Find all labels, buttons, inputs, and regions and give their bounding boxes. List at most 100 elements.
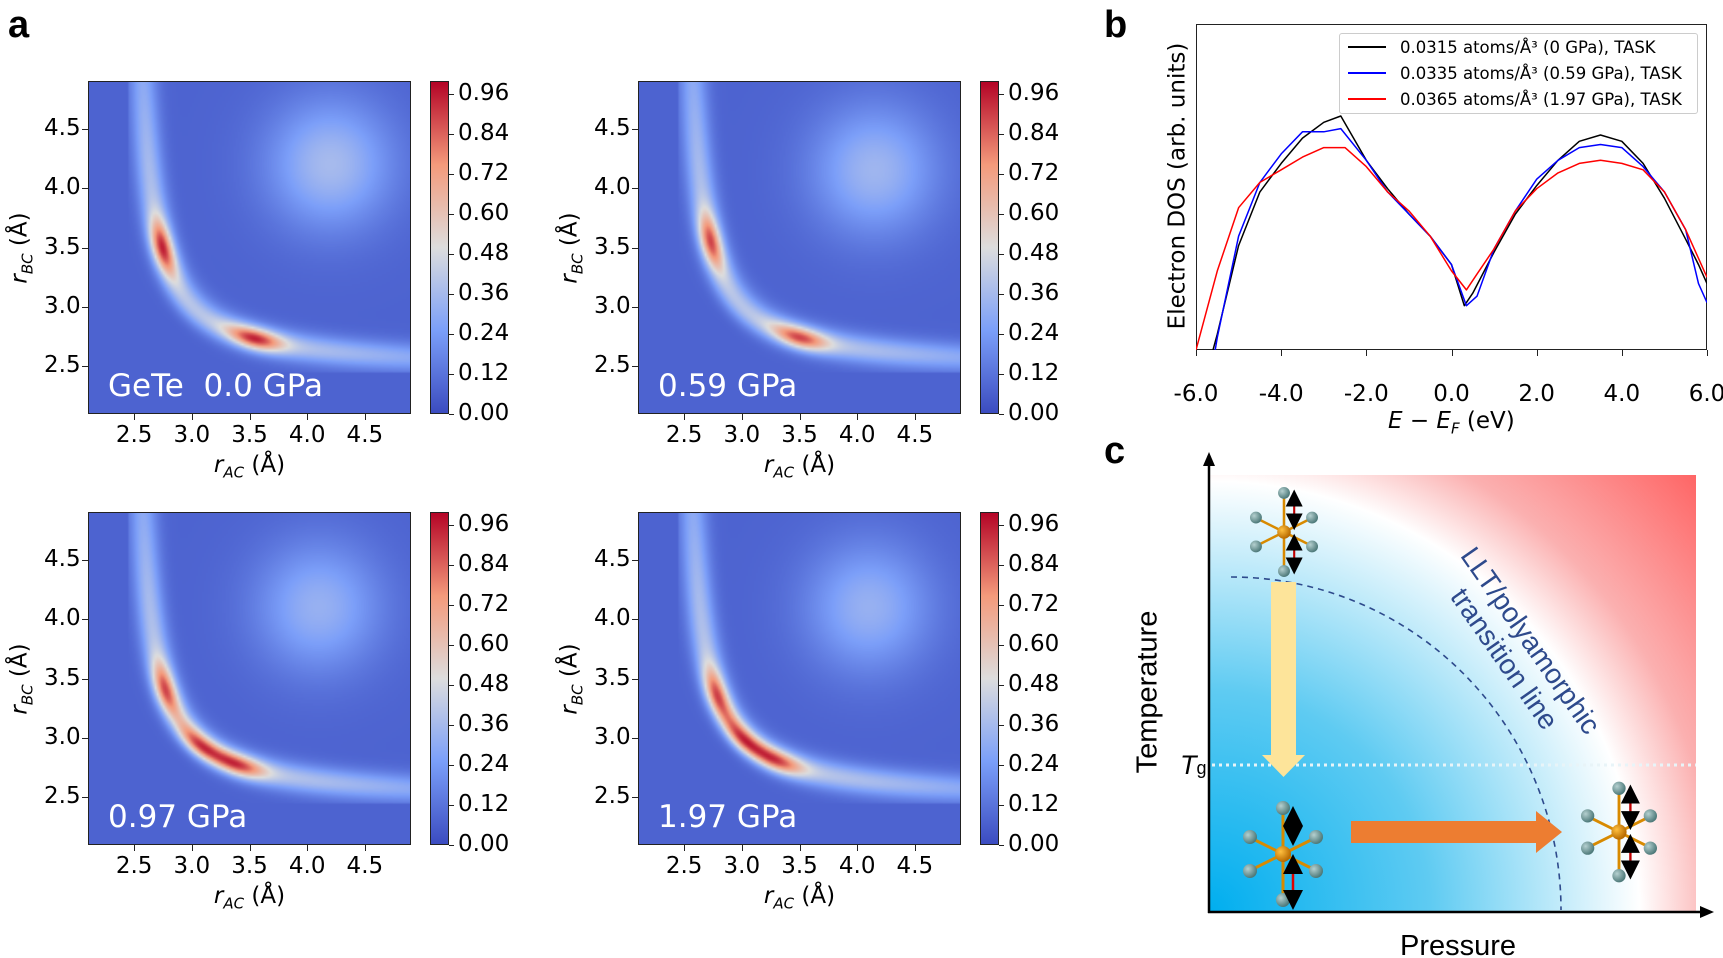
x-tick-label: 2.5 [115, 853, 153, 879]
legend-swatch [1348, 72, 1386, 74]
colorbar-tick-label: 0.96 [1008, 80, 1060, 107]
x-tick-mark [914, 414, 916, 420]
dos-series-line [1196, 146, 1707, 350]
colorbar-tick-label: 0.24 [1008, 320, 1060, 347]
y-tick-label: 4.5 [594, 114, 631, 141]
x-axis-label-unit: (Å) [244, 452, 286, 478]
tg-label-var: T [1180, 750, 1197, 780]
x-tick-label: 3.0 [173, 422, 211, 448]
x-axis-label: E − EF (eV) [1388, 410, 1515, 437]
colorbar-tick-mark [999, 174, 1004, 176]
x-tick-mark [741, 845, 743, 851]
y-tick-label: 4.5 [594, 545, 631, 572]
x-tick-mark [249, 414, 251, 420]
x-tick-label: 4.5 [346, 422, 384, 448]
colorbar-tick-label: 0.12 [1008, 791, 1060, 818]
cooling-arrow [1262, 582, 1305, 777]
x-tick-label: 2.5 [665, 853, 703, 879]
x-tick-mark [684, 845, 686, 851]
x-tick-mark [1707, 350, 1708, 356]
x-axis-label-var: r [763, 883, 774, 909]
x-tick-mark [799, 845, 801, 851]
y-tick-mark [82, 797, 88, 799]
x-tick-mark [307, 414, 309, 420]
panel-label-c: c [1104, 430, 1126, 472]
x-tick-mark [364, 845, 366, 851]
y-tick-label: 2.5 [44, 783, 81, 810]
colorbar-tick-label: 0.60 [458, 631, 510, 658]
y-tick-label: 3.0 [44, 292, 81, 319]
x-tick-mark [191, 414, 193, 420]
x-tick-label: 4.5 [896, 422, 934, 448]
colorbar-tick-label: 0.12 [458, 791, 510, 818]
dos-series-line [1214, 127, 1707, 350]
y-tick-mark [632, 619, 638, 621]
colorbar-tick-mark [999, 565, 1004, 567]
colorbar-tick-mark [449, 845, 454, 846]
y-tick-label: 4.0 [44, 605, 81, 632]
x-tick-mark [1536, 350, 1538, 356]
x-tick-mark [364, 414, 366, 420]
x-tick-mark [1451, 350, 1453, 356]
x-axis-label-sub: AC [773, 894, 795, 913]
colorbar-tick-mark [449, 174, 454, 176]
colorbar-tick-label: 0.24 [1008, 751, 1060, 778]
y-tick-label: 3.5 [594, 664, 631, 691]
molecule-glass-icon [1241, 799, 1325, 910]
x-tick-mark [1621, 350, 1623, 356]
y-tick-mark [632, 678, 638, 680]
x-tick-mark [191, 845, 193, 851]
heatmap-image [638, 81, 961, 414]
colorbar-tick-label: 0.00 [1008, 831, 1060, 857]
x-axis-label: rAC (Å) [764, 885, 835, 912]
x-axis-label-unit: (eV) [1459, 408, 1515, 434]
x-tick-mark [1281, 350, 1283, 356]
y-tick-label: 4.5 [44, 114, 81, 141]
colorbar-tick-mark [999, 414, 1004, 415]
x-tick-label: 3.5 [781, 422, 818, 448]
y-tick-mark [632, 797, 638, 799]
dos-series-line [1212, 115, 1707, 350]
x-tick-label: 3.0 [723, 853, 761, 879]
y-tick-mark [632, 366, 638, 368]
x-tick-label: 4.0 [838, 853, 876, 879]
colorbar-tick-mark [449, 294, 454, 296]
y-tick-label: 3.5 [44, 664, 81, 691]
x-tick-mark [134, 845, 136, 851]
x-tick-label: -4.0 [1258, 381, 1304, 407]
x-tick-label: 4.5 [896, 853, 934, 879]
colorbar-tick-label: 0.48 [1008, 671, 1060, 698]
colorbar-tick-mark [999, 805, 1004, 807]
colorbar-tick-mark [449, 685, 454, 687]
x-tick-mark [134, 414, 136, 420]
x-tick-label: 3.5 [781, 853, 818, 879]
y-tick-label: 3.5 [594, 233, 631, 260]
colorbar-tick-mark [449, 94, 454, 96]
colorbar-tick-mark [449, 134, 454, 136]
heatmap-image [638, 512, 961, 845]
colorbar-tick-label: 0.60 [1008, 631, 1060, 658]
y-arrowhead-icon [1203, 452, 1215, 466]
x-arrowhead-icon [1700, 906, 1714, 918]
colorbar-tick-label: 0.84 [458, 551, 510, 578]
y-tick-label: 2.5 [594, 352, 631, 379]
colorbar-tick-label: 0.96 [458, 511, 510, 538]
heatmap-frame [88, 81, 411, 414]
pressure-label: GeTe 0.0 GPa [108, 368, 324, 404]
y-tick-mark [82, 737, 88, 739]
colorbar-tick-mark [449, 374, 454, 376]
colorbar-tick-mark [449, 725, 454, 727]
dos-plot-area [1196, 115, 1707, 350]
y-tick-mark [632, 306, 638, 308]
colorbar-tick-label: 0.60 [458, 200, 510, 227]
legend-label: 0.0365 atoms/Å³ (1.97 GPa), TASK [1400, 89, 1682, 109]
legend-label: 0.0315 atoms/Å³ (0 GPa), TASK [1400, 37, 1656, 57]
x-tick-label: 3.5 [231, 422, 268, 448]
y-tick-mark [82, 559, 88, 561]
colorbar-tick-label: 0.36 [458, 280, 510, 307]
heatmap-frame [88, 512, 411, 845]
colorbar [430, 512, 449, 845]
colorbar [430, 81, 449, 414]
colorbar-tick-label: 0.84 [458, 120, 510, 147]
